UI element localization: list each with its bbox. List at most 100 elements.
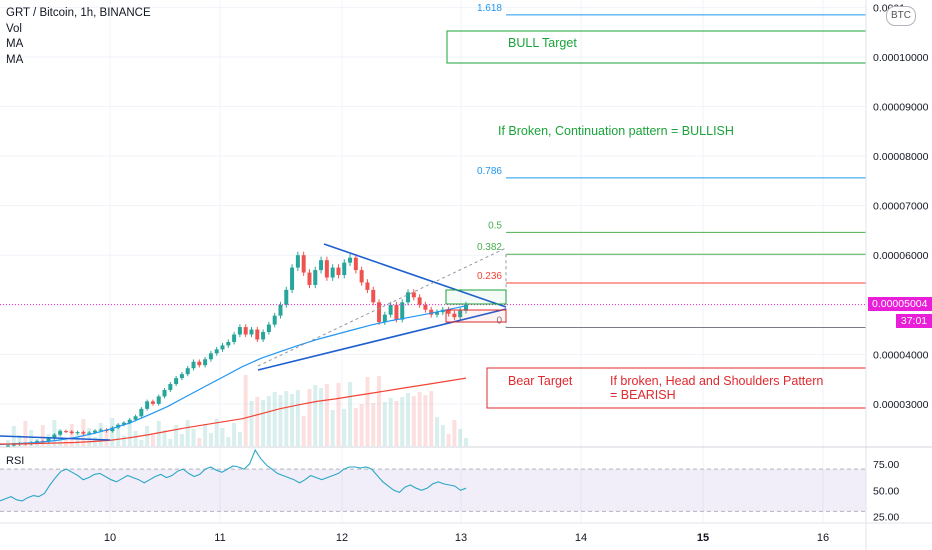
volume-bar [382,402,387,446]
candle-body [458,310,463,318]
volume-bar [440,425,445,446]
candle-body [226,341,231,346]
time-tick-label: 13 [455,532,467,544]
fib-level-label: 0.382 [477,242,502,253]
price-tick-label: 0.00009000 [873,102,929,114]
volume-bar [423,395,428,446]
volume-bar [330,410,335,446]
candle-body [121,422,126,425]
candle-body [406,292,411,303]
candle-body [435,312,440,315]
candle-body [214,349,219,354]
volume-bar [295,390,300,446]
candle-body [81,432,86,434]
price-tick-label: 0.00010000 [873,52,929,64]
volume-bar [371,403,376,446]
volume-bar [203,424,208,446]
time-tick-label: 11 [214,532,225,544]
volume-bar [174,425,179,446]
candle-body [336,267,341,276]
candle-body [417,297,422,305]
candle-body [232,334,237,342]
candle-body [98,429,103,431]
volume-bar [249,401,254,446]
price-tick-label: 0.00003000 [873,399,929,411]
volume-bar [214,419,219,446]
volume-bar [284,391,289,446]
candle-body [174,378,179,385]
candle-body [324,260,329,278]
candle-body [377,302,382,323]
rsi-label[interactable]: RSI [6,455,25,467]
dashed-trendline [257,247,507,367]
volume-bar [121,436,126,446]
volume-bar [220,428,225,446]
indicator-ma-1[interactable]: MA [6,38,24,50]
volume-bar [452,420,457,446]
base-trendline [0,435,111,441]
volume-bar [179,434,184,446]
candle-body [58,431,63,435]
volume-bar [435,417,440,446]
volume-bar [232,423,237,446]
volume-bar [377,376,382,446]
moving-averages [0,304,866,446]
candle-body [208,353,213,360]
candle-body [46,438,51,442]
candle-body [63,431,68,433]
volume-bar [226,437,231,446]
bearish-note-line-2: = BEARISH [610,388,676,402]
fib-retracement[interactable]: 1.618 0.786 0.5 0.382 0.236 0 [477,3,866,329]
time-tick-label: 14 [575,532,587,544]
symbol-title[interactable]: GRT / Bitcoin, 1h, BINANCE [6,7,151,19]
volume-bar [40,425,45,446]
indicator-ma-2[interactable]: MA [6,53,24,66]
volume-bar [411,396,416,446]
fib-level-label: 0 [496,316,502,327]
volume-bar [127,422,132,446]
volume-bar [52,420,57,446]
ma-fast-line [0,305,467,446]
volume-bar [365,377,370,446]
bearish-note-line-1: If broken, Head and Shoulders Pattern [610,374,824,388]
candle-body [319,260,324,271]
time-tick-label: 10 [104,532,116,544]
volume-bar [278,395,283,446]
volume-bar [261,400,266,446]
fib-level-label: 0.5 [488,220,502,231]
candle-body [133,416,138,420]
currency-badge[interactable]: BTC [886,6,916,26]
candle-body [255,329,260,340]
candle-body [145,401,150,409]
candle-body [382,314,387,323]
time-tick-label: 16 [817,532,829,544]
volume-bar [156,421,161,446]
candle-body [87,432,92,434]
candle-body [110,427,115,432]
bull-breakout-box [445,289,507,305]
volume-bar [116,427,121,446]
fib-level-label: 0.786 [477,166,502,177]
volume-bar [458,429,463,446]
volume-bar [185,420,190,446]
indicator-vol[interactable]: Vol [6,22,22,35]
candle-body [295,255,300,268]
price-grid [0,0,866,523]
candle-body [348,257,353,263]
volume-bar [145,426,150,446]
candle-body [179,374,184,379]
volume-bar [139,440,144,446]
candle-body [290,267,295,290]
candle-body [139,408,144,417]
volume-bar [17,435,22,446]
candle-body [197,361,202,366]
volume-bar [348,382,353,446]
candle-body [330,267,335,278]
candle-body [92,430,97,433]
fib-level-label: 0.236 [477,271,502,282]
candle-body [220,345,225,350]
candle-body [203,359,208,366]
volume-bar [464,438,468,446]
candle-body [191,361,196,369]
